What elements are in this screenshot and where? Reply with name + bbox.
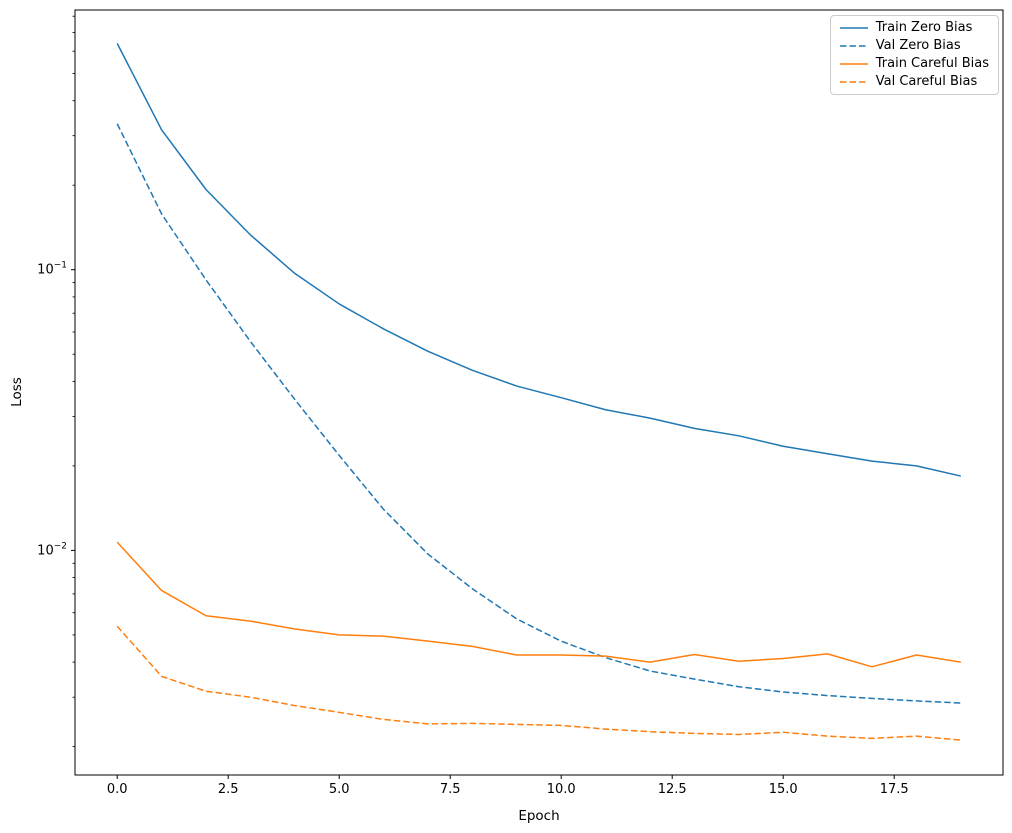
plot-area: 0.0 2.5 5.0 7.5 10.0 12.5 15.0 17.5 10−1 10−2 <box>37 9 1004 797</box>
legend-label: Val Zero Bias <box>875 38 961 53</box>
series-line-train-careful-bias <box>116 541 961 668</box>
legend-entry: Val Zero Bias <box>839 39 989 53</box>
y-tick-label: 10−2 <box>37 541 67 558</box>
x-tick-label: 0.0 <box>107 782 128 797</box>
series-line-val-zero-bias <box>116 123 961 704</box>
legend-line-sample <box>839 45 868 47</box>
legend-entry: Train Careful Bias <box>839 57 989 71</box>
legend-entry: Train Zero Bias <box>839 21 989 35</box>
legend-line-sample <box>839 81 868 83</box>
x-tick-label: 2.5 <box>218 782 239 797</box>
y-axis-label: Loss <box>9 377 25 407</box>
x-tick-label: 15.0 <box>769 782 798 797</box>
x-tick-label: 5.0 <box>329 782 350 797</box>
y-tick-label: 10−1 <box>37 261 67 278</box>
x-axis-label: Epoch <box>518 808 559 824</box>
x-tick-label: 17.5 <box>880 782 909 797</box>
legend-line-sample <box>839 27 868 29</box>
axes-frame <box>74 9 1004 776</box>
legend-label: Train Zero Bias <box>875 20 973 35</box>
x-tick-label: 7.5 <box>440 782 461 797</box>
legend-label: Train Careful Bias <box>875 56 989 71</box>
series-line-train-zero-bias <box>116 43 961 477</box>
legend-label: Val Careful Bias <box>875 74 978 89</box>
x-tick-label: 12.5 <box>658 782 687 797</box>
x-tick-label: 10.0 <box>547 782 576 797</box>
legend-entry: Val Careful Bias <box>839 75 989 89</box>
legend: Train Zero Bias Val Zero Bias Train Carefu… <box>829 15 999 95</box>
series-line-val-careful-bias <box>116 625 961 741</box>
legend-line-sample <box>839 63 868 65</box>
